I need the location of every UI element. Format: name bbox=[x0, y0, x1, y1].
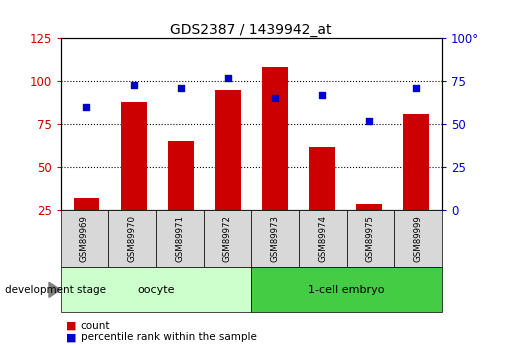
Text: GSM89999: GSM89999 bbox=[414, 216, 423, 262]
Bar bbox=[403, 114, 429, 254]
Bar bbox=[121, 102, 146, 254]
Bar bbox=[215, 90, 241, 254]
Point bbox=[412, 85, 420, 91]
Text: development stage: development stage bbox=[5, 285, 106, 295]
Text: percentile rank within the sample: percentile rank within the sample bbox=[81, 333, 257, 342]
Text: GSM89970: GSM89970 bbox=[128, 215, 136, 263]
Text: ■: ■ bbox=[66, 321, 76, 331]
Point bbox=[224, 75, 232, 80]
Point bbox=[129, 82, 137, 87]
Text: GSM89972: GSM89972 bbox=[223, 215, 232, 263]
Point bbox=[271, 96, 279, 101]
Point bbox=[82, 104, 90, 110]
Text: GSM89971: GSM89971 bbox=[175, 215, 184, 263]
Point bbox=[365, 118, 373, 124]
Point bbox=[318, 92, 326, 98]
Text: GSM89975: GSM89975 bbox=[366, 215, 375, 263]
Text: oocyte: oocyte bbox=[137, 285, 175, 295]
Text: GSM89974: GSM89974 bbox=[318, 215, 327, 263]
Bar bbox=[262, 67, 288, 254]
Point bbox=[177, 85, 185, 91]
Bar bbox=[356, 204, 382, 254]
Text: count: count bbox=[81, 321, 110, 331]
Text: ■: ■ bbox=[66, 333, 76, 342]
Text: GSM89973: GSM89973 bbox=[271, 215, 280, 263]
Text: GSM89969: GSM89969 bbox=[80, 216, 89, 262]
Polygon shape bbox=[49, 282, 61, 297]
Title: GDS2387 / 1439942_at: GDS2387 / 1439942_at bbox=[171, 23, 332, 37]
Bar bbox=[309, 147, 335, 254]
Bar bbox=[168, 141, 193, 254]
Text: 1-cell embryo: 1-cell embryo bbox=[309, 285, 385, 295]
Bar bbox=[74, 198, 99, 254]
